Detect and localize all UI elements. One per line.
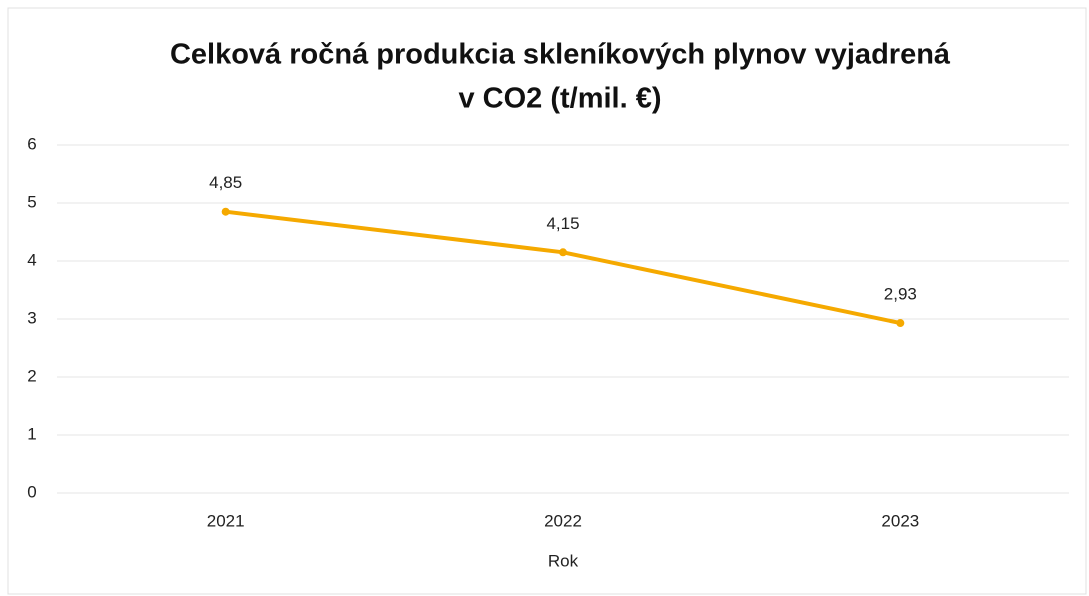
y-tick-label: 1 bbox=[27, 424, 36, 443]
data-label: 2,93 bbox=[884, 285, 917, 304]
data-label: 4,15 bbox=[546, 214, 579, 233]
data-label: 4,85 bbox=[209, 173, 242, 192]
y-tick-label: 0 bbox=[27, 482, 36, 501]
data-point bbox=[896, 319, 905, 328]
data-point bbox=[221, 207, 230, 216]
data-point bbox=[559, 248, 567, 257]
chart-border bbox=[7, 7, 1087, 595]
x-tick-label: 2023 bbox=[881, 511, 919, 530]
y-tick-label: 2 bbox=[27, 366, 36, 385]
x-axis-label: Rok bbox=[548, 551, 579, 570]
x-tick-label: 2021 bbox=[207, 511, 245, 530]
x-tick-label: 2022 bbox=[544, 511, 582, 530]
y-tick-label: 6 bbox=[27, 134, 36, 153]
y-tick-label: 3 bbox=[27, 308, 36, 327]
y-tick-label: 5 bbox=[27, 192, 36, 211]
y-tick-label: 4 bbox=[27, 250, 36, 269]
chart-title: Celková ročná produkcia skleníkových ply… bbox=[170, 39, 951, 71]
chart-title: v CO2 (t/mil. €) bbox=[458, 83, 661, 115]
